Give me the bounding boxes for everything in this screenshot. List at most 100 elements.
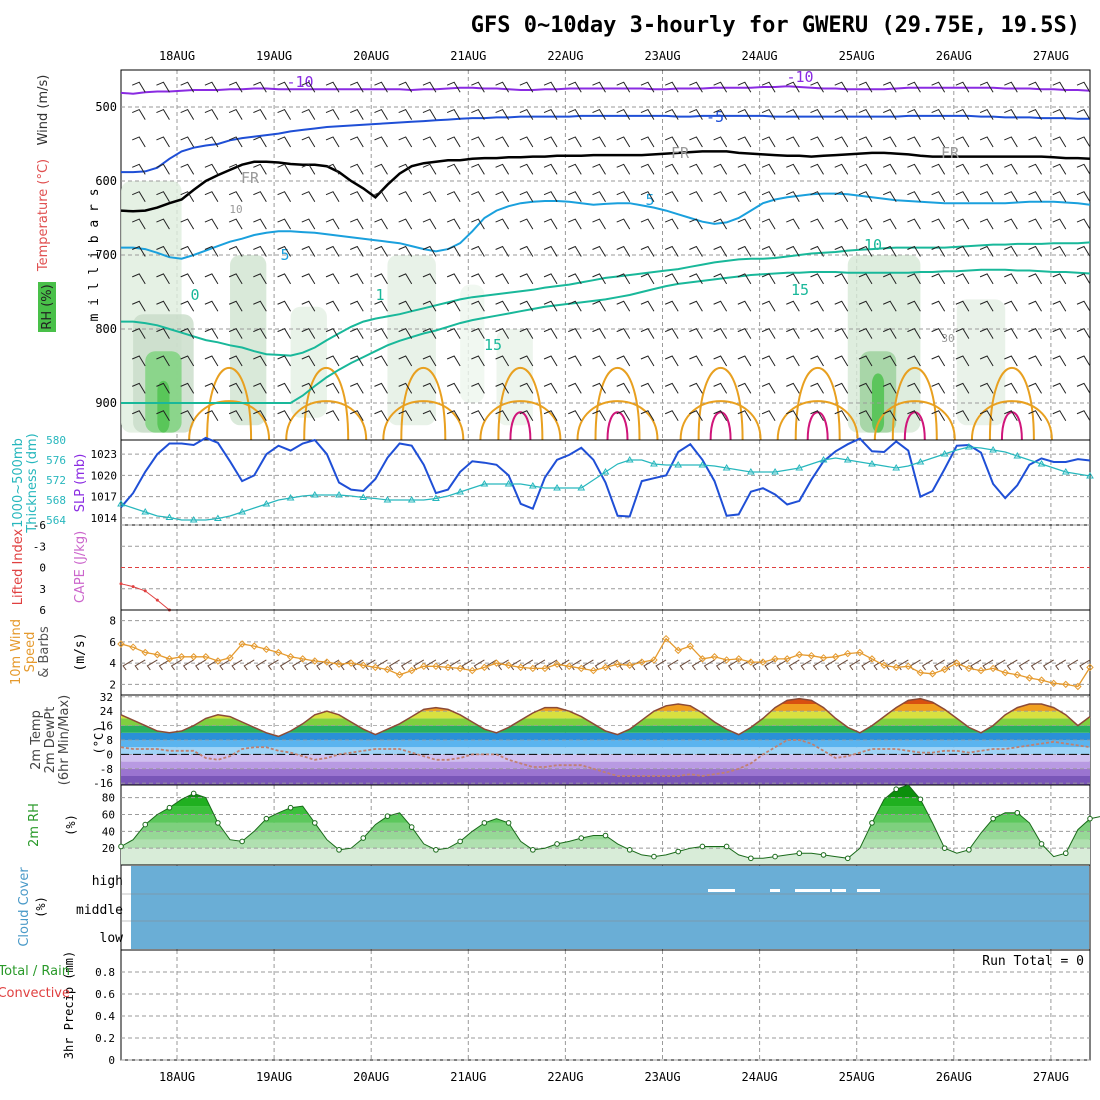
wind-barb [858, 245, 873, 257]
wind-barb [350, 410, 364, 422]
thickness-marker [771, 468, 779, 475]
wind-speed-marker [638, 658, 646, 666]
wind-barb [640, 327, 655, 339]
wind-speed-marker [819, 654, 828, 662]
thickness-marker [1013, 452, 1022, 459]
wind-barb [703, 659, 715, 671]
wind-barb [752, 659, 764, 671]
wind-speed-marker [977, 666, 985, 675]
wind-barb [228, 81, 243, 93]
wind-barb [640, 108, 655, 120]
wind-barb [761, 300, 776, 312]
wind-barb [640, 136, 655, 148]
wind-barb [1004, 218, 1018, 230]
wind-barb [786, 355, 800, 367]
contour-label: FR [671, 144, 690, 162]
y-tick-label: 4 [109, 657, 116, 670]
wind-barb [325, 218, 340, 230]
isotherm-loop [891, 366, 938, 441]
wind-barb [737, 163, 752, 175]
contour-label: -10 [286, 73, 313, 91]
rh-point [360, 835, 367, 841]
wind-barb [543, 108, 558, 120]
wind-barb [689, 300, 703, 312]
y-tick-label: 564 [46, 514, 66, 527]
wind-speed-marker [577, 664, 585, 673]
wind-barb [568, 327, 582, 339]
thickness-marker [940, 450, 949, 457]
wind-barb [277, 300, 292, 312]
y-tick-label: 1017 [91, 491, 118, 504]
wind-barb [374, 218, 388, 230]
thickness-slp-panel: 564 568 572 576 580 1014 1017 1020 1023 1000~500m… [11, 433, 1094, 534]
y-tick-label: -8 [100, 763, 113, 776]
bottom-day-label: 27AUG [1033, 1070, 1069, 1084]
wind-speed-marker [710, 653, 719, 661]
precip-legend-convective: Convective [0, 986, 70, 1001]
wind-barb [713, 245, 728, 257]
wind-barb [495, 410, 510, 422]
wind-barb [340, 659, 352, 671]
wind-barb [931, 355, 946, 367]
wind-barb [156, 218, 170, 230]
wind-speed-marker [492, 659, 501, 667]
wind-barb [1004, 273, 1018, 285]
thickness-marker [141, 508, 150, 515]
wind-barb [1004, 245, 1018, 257]
cloud-gap [857, 889, 880, 892]
rh-band [121, 785, 1090, 798]
wind-barb [1052, 273, 1067, 285]
wind-barb [1004, 410, 1018, 422]
wind-barb [519, 273, 534, 285]
y-tick-label: 2 [109, 678, 116, 691]
wind-barb [1052, 327, 1067, 339]
isotherm-loop [709, 411, 732, 441]
wind-barb [810, 355, 824, 367]
wind-barb [761, 163, 776, 175]
wind-barb [786, 245, 800, 257]
y-tick-label: 1020 [91, 469, 118, 482]
wind-barb [691, 659, 703, 671]
temp-band [121, 732, 1090, 740]
wind-barb [1042, 659, 1054, 671]
wind-barb [325, 163, 340, 175]
thickness-marker [892, 464, 901, 471]
contour-label: -5 [706, 108, 724, 126]
wind-speed-marker [383, 665, 392, 674]
rh-point [481, 820, 488, 826]
wind-barb [325, 191, 340, 202]
wind-barb [982, 659, 994, 671]
wind-barb [931, 382, 946, 394]
wind-barb [1076, 163, 1091, 175]
wind-barb [834, 163, 849, 175]
wind-barb [592, 300, 606, 312]
wind-barb [994, 659, 1006, 671]
wind-speed-marker [456, 664, 464, 673]
wind-barb [858, 300, 873, 312]
lifted-index-panel: 6 3 0 -3 -6 Lifted Index CAPE (J/kg) [11, 519, 1091, 617]
wind-barb [132, 108, 146, 120]
wind-barb [301, 382, 316, 394]
y-tick-label: 0 [106, 748, 113, 761]
wind-speed-marker [153, 650, 162, 659]
y-axis-label: (%) [64, 814, 78, 836]
wind-barb [883, 108, 897, 120]
wind-barb [592, 382, 606, 394]
wind-barb [1076, 81, 1091, 93]
wind-barb [761, 218, 776, 230]
wind-barb [568, 163, 582, 175]
slp-line [120, 436, 1091, 518]
wind-barb [568, 245, 582, 257]
wind-barb [907, 108, 921, 120]
wind-speed-marker [1086, 663, 1094, 672]
wind-barb [834, 300, 849, 312]
wind-barb [979, 108, 994, 120]
wind-barb [849, 659, 861, 671]
top-day-label: 22AUG [547, 49, 583, 63]
wind-barb [858, 327, 873, 339]
wind-barb [156, 273, 170, 285]
wind-barb [398, 300, 413, 312]
wind-barb [1028, 382, 1042, 394]
wind-barb [713, 300, 728, 312]
wind-barb [277, 81, 292, 93]
